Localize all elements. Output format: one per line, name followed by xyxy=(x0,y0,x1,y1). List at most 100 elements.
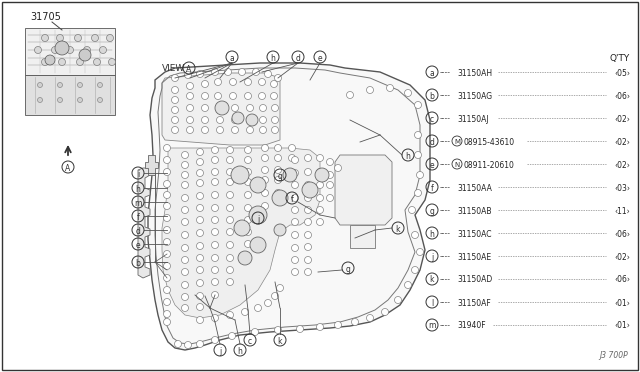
Text: g: g xyxy=(278,171,282,180)
Text: h: h xyxy=(136,185,140,193)
Circle shape xyxy=(305,169,312,176)
Circle shape xyxy=(412,231,419,238)
Circle shape xyxy=(227,217,234,224)
Polygon shape xyxy=(138,168,150,278)
Circle shape xyxy=(264,71,271,77)
Text: j: j xyxy=(219,346,221,356)
Text: c: c xyxy=(248,337,252,346)
Text: ----: ---- xyxy=(440,230,451,238)
Circle shape xyxy=(196,266,204,273)
Circle shape xyxy=(351,318,358,326)
Circle shape xyxy=(244,241,252,247)
Circle shape xyxy=(244,169,252,176)
Circle shape xyxy=(182,206,189,214)
Circle shape xyxy=(296,326,303,333)
Circle shape xyxy=(271,105,278,112)
Circle shape xyxy=(417,248,424,256)
Circle shape xyxy=(196,230,204,237)
Text: 08911-20610: 08911-20610 xyxy=(464,160,515,170)
Circle shape xyxy=(172,74,179,81)
Text: g: g xyxy=(429,206,435,215)
Circle shape xyxy=(417,171,424,179)
Text: 31150AC: 31150AC xyxy=(457,230,492,238)
Text: d: d xyxy=(296,54,300,62)
Circle shape xyxy=(202,116,209,124)
Text: M: M xyxy=(454,138,460,144)
Circle shape xyxy=(186,83,193,90)
Circle shape xyxy=(74,35,81,42)
Circle shape xyxy=(291,257,298,263)
Circle shape xyxy=(202,93,209,99)
Circle shape xyxy=(227,169,234,176)
Text: 31150AB: 31150AB xyxy=(457,206,492,215)
Circle shape xyxy=(163,180,170,187)
Text: N: N xyxy=(454,161,460,167)
Circle shape xyxy=(211,279,218,285)
Text: ‹02›: ‹02› xyxy=(614,138,630,147)
Circle shape xyxy=(227,205,234,212)
Circle shape xyxy=(77,58,83,65)
Circle shape xyxy=(196,304,204,311)
Circle shape xyxy=(230,78,237,86)
Text: b: b xyxy=(429,92,435,100)
Circle shape xyxy=(45,55,55,65)
Polygon shape xyxy=(350,225,375,248)
Circle shape xyxy=(215,101,229,115)
Circle shape xyxy=(163,263,170,269)
Circle shape xyxy=(275,144,282,151)
Circle shape xyxy=(196,158,204,166)
Circle shape xyxy=(228,333,236,340)
Polygon shape xyxy=(25,28,115,75)
Text: Q'TY: Q'TY xyxy=(610,54,630,62)
Circle shape xyxy=(58,58,65,65)
Circle shape xyxy=(196,217,204,224)
Circle shape xyxy=(211,254,218,262)
Circle shape xyxy=(271,116,278,124)
Text: 08915-43610: 08915-43610 xyxy=(464,138,515,147)
Circle shape xyxy=(106,35,113,42)
Circle shape xyxy=(58,97,63,103)
Circle shape xyxy=(346,92,353,99)
Circle shape xyxy=(262,144,269,151)
Circle shape xyxy=(186,126,193,134)
Polygon shape xyxy=(162,73,280,145)
Circle shape xyxy=(326,195,333,202)
Circle shape xyxy=(246,116,253,124)
Circle shape xyxy=(163,318,170,326)
Circle shape xyxy=(275,176,282,183)
Text: g: g xyxy=(346,264,351,273)
Circle shape xyxy=(196,243,204,250)
Text: l: l xyxy=(431,298,433,308)
Circle shape xyxy=(259,105,266,112)
Circle shape xyxy=(216,105,223,112)
Circle shape xyxy=(394,296,401,304)
Circle shape xyxy=(163,311,170,317)
Circle shape xyxy=(253,68,259,76)
Circle shape xyxy=(196,192,204,199)
Text: k: k xyxy=(396,224,400,234)
Circle shape xyxy=(227,179,234,186)
Circle shape xyxy=(163,202,170,209)
Circle shape xyxy=(415,131,422,138)
Text: i: i xyxy=(137,170,139,179)
Text: a: a xyxy=(429,68,435,77)
Text: ----: ---- xyxy=(440,183,451,192)
Circle shape xyxy=(227,311,234,318)
Circle shape xyxy=(67,46,74,54)
Circle shape xyxy=(276,285,284,292)
Circle shape xyxy=(415,151,422,158)
Circle shape xyxy=(196,205,204,212)
Circle shape xyxy=(211,266,218,273)
Circle shape xyxy=(271,80,278,87)
Circle shape xyxy=(291,231,298,238)
Text: 31150AD: 31150AD xyxy=(457,276,492,285)
Circle shape xyxy=(163,286,170,294)
Text: ‹03›: ‹03› xyxy=(614,183,630,192)
Text: ----: ---- xyxy=(440,206,451,215)
Text: 31940F: 31940F xyxy=(457,321,486,330)
Text: 31150AH: 31150AH xyxy=(457,68,492,77)
Text: e: e xyxy=(136,241,140,250)
Text: 31150AA: 31150AA xyxy=(457,183,492,192)
Circle shape xyxy=(182,195,189,202)
Circle shape xyxy=(241,308,248,315)
